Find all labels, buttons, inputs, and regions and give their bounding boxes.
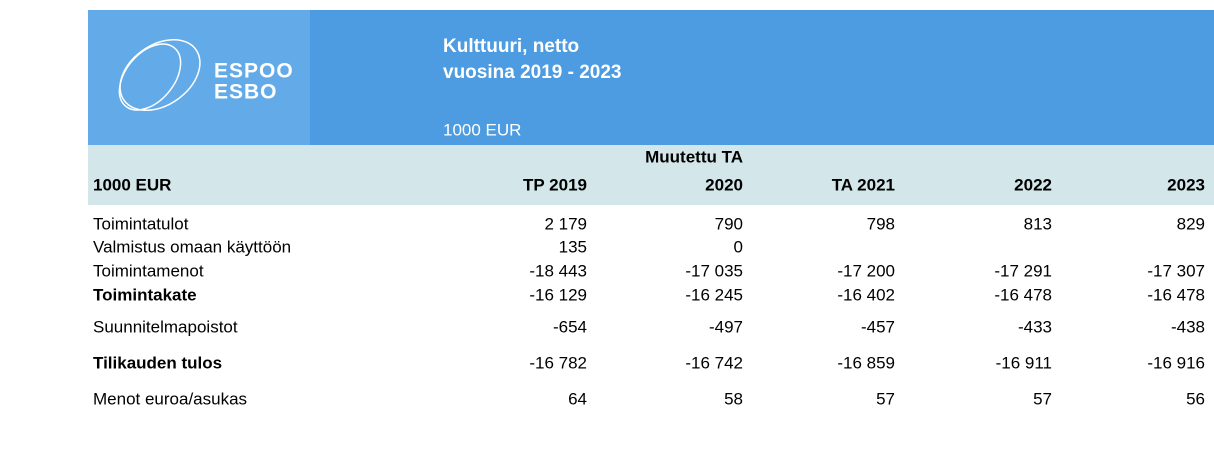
column-header: 2022 (1014, 175, 1052, 194)
cell: -16 859 (837, 353, 895, 372)
cell: -16 782 (529, 353, 587, 372)
column-header: 2020 (705, 175, 743, 194)
logo-box (88, 10, 310, 145)
unit: 1000 EUR (443, 120, 521, 139)
cell: 829 (1177, 214, 1205, 233)
cell: 813 (1024, 214, 1052, 233)
row-label: Valmistus omaan käyttöön (93, 237, 291, 256)
row-label: Toimintatulot (93, 214, 189, 233)
logo-mark (118, 39, 201, 111)
column-header: 2023 (1167, 175, 1205, 194)
cell: -16 402 (837, 285, 895, 304)
cell: -16 911 (996, 353, 1052, 372)
column-header: TA 2021 (832, 175, 895, 194)
cell: 135 (559, 237, 587, 256)
logo-text: ESBO (214, 81, 278, 104)
column-header: 1000 EUR (93, 175, 171, 194)
cell: -17 200 (837, 261, 895, 280)
cell: -17 035 (685, 261, 743, 280)
cell: -438 (1171, 317, 1205, 336)
row-label: Menot euroa/asukas (93, 389, 247, 408)
cell: -16 478 (994, 285, 1052, 304)
cell: -16 742 (685, 353, 743, 372)
cell: -654 (553, 317, 587, 336)
row-label: Toimintakate (93, 285, 197, 304)
cell: -457 (861, 317, 895, 336)
cell: -18 443 (529, 261, 587, 280)
cell: 57 (1033, 389, 1052, 408)
cell: 56 (1186, 389, 1205, 408)
column-header: Muutettu TA (645, 147, 743, 166)
row-label: Toimintamenot (93, 261, 204, 280)
logo-text: ESPOO (214, 60, 294, 83)
title: Kulttuuri, netto (443, 36, 579, 57)
title: vuosina 2019 - 2023 (443, 62, 622, 83)
row-label: Tilikauden tulos (93, 353, 222, 372)
cell: -16 245 (685, 285, 743, 304)
cell: 57 (876, 389, 895, 408)
column-header: TP 2019 (523, 175, 587, 194)
cell: 790 (715, 214, 743, 233)
column-header-band (88, 145, 1214, 205)
cell: -16 478 (1147, 285, 1205, 304)
cell: -16 129 (529, 285, 587, 304)
cell: 0 (734, 237, 743, 256)
cell: -17 307 (1147, 261, 1205, 280)
cell: -16 916 (1147, 353, 1205, 372)
cell: -433 (1018, 317, 1052, 336)
cell: 2 179 (544, 214, 587, 233)
row-label: Suunnitelmapoistot (93, 317, 238, 336)
cell: 64 (568, 389, 587, 408)
table: 1000 EUR TP 2019 Muutettu TA 2020 TA 2021 202… (93, 147, 1205, 408)
cell: 58 (724, 389, 743, 408)
cell: 798 (867, 214, 895, 233)
cell: -17 291 (994, 261, 1052, 280)
cell: -497 (709, 317, 743, 336)
